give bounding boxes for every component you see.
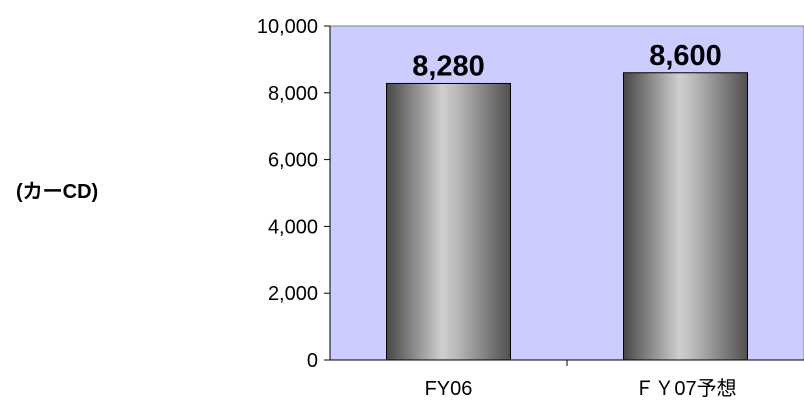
y-tick-label: 6,000 bbox=[268, 150, 318, 172]
y-tick-label: 2,000 bbox=[268, 283, 318, 305]
y-tick-label: 4,000 bbox=[268, 216, 318, 238]
bar bbox=[386, 82, 511, 361]
x-axis: FY06 ＦＹ07予想 bbox=[330, 359, 804, 400]
y-tick-label: 0 bbox=[307, 350, 318, 372]
y-tick-label: 8,000 bbox=[268, 83, 318, 105]
bar-value-label: 8,280 bbox=[412, 50, 485, 82]
x-tick-label: ＦＹ07予想 bbox=[634, 377, 736, 400]
bars: 8,280 8,600 bbox=[386, 40, 748, 361]
bar bbox=[623, 72, 748, 361]
y-axis: 0 2,000 4,000 6,000 8,000 10,000 bbox=[257, 16, 331, 372]
x-tick-label: FY06 bbox=[425, 378, 473, 400]
y-tick-label: 10,000 bbox=[257, 16, 318, 38]
y-axis-label: (カーCD) bbox=[16, 181, 98, 203]
bar-value-label: 8,600 bbox=[649, 40, 722, 72]
